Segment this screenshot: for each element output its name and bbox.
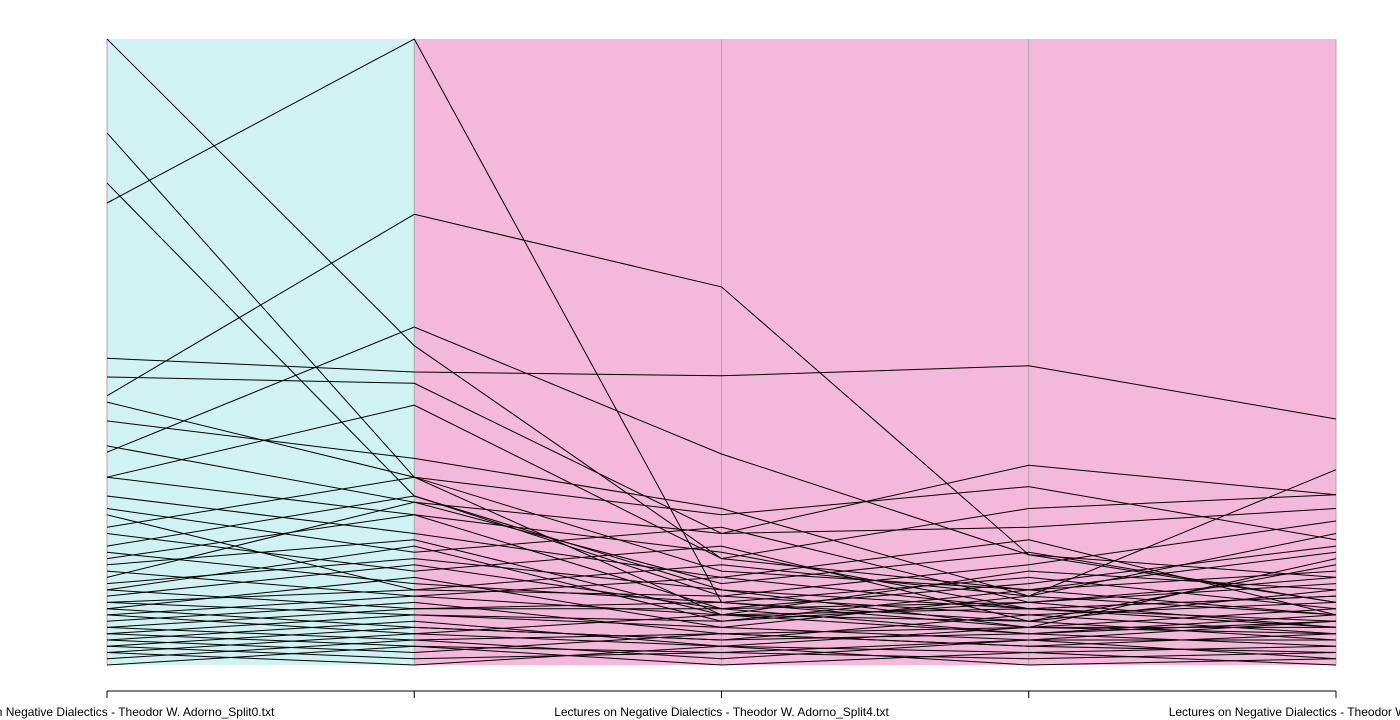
- x-tick-label: Lectures on Negative Dialectics - Theodo…: [554, 705, 889, 719]
- x-tick-label: Lectures on Negative Dialectics - Theodo…: [1169, 705, 1400, 719]
- x-tick-label: Lectures on Negative Dialectics - Theodo…: [0, 705, 275, 719]
- data-line: [106, 514, 1337, 597]
- data-line: [106, 601, 1337, 628]
- data-line: [106, 357, 1337, 420]
- data-line: [106, 626, 1337, 647]
- data-line: [106, 639, 1337, 660]
- data-line: [106, 645, 1337, 666]
- panel-background: [721, 39, 1029, 665]
- data-line: [106, 614, 1337, 641]
- panel-background: [414, 39, 722, 665]
- data-line: [106, 445, 1337, 535]
- data-line: [106, 420, 1337, 597]
- data-line: [106, 508, 1337, 603]
- data-line: [106, 401, 1337, 541]
- data-line: [106, 501, 1337, 603]
- data-line: [106, 645, 1337, 666]
- data-line: [106, 326, 1337, 578]
- data-line: [106, 633, 1337, 654]
